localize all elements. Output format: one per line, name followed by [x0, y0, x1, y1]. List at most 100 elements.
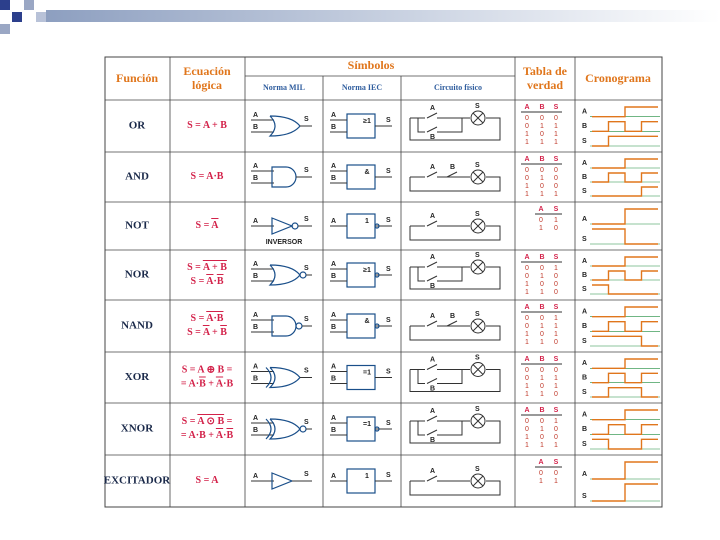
- gate-symbol: [268, 264, 301, 286]
- lamp: [470, 473, 486, 489]
- function-name: NAND: [121, 320, 153, 332]
- equation-part: = A·: [181, 379, 199, 390]
- truth-value: 1: [554, 315, 558, 322]
- truth-value: 0: [554, 273, 558, 280]
- chrono-label: B: [582, 375, 587, 382]
- output-label: S: [304, 316, 309, 323]
- output-label: S: [304, 419, 309, 426]
- truth-header: A: [524, 156, 529, 163]
- input-label: B: [253, 124, 258, 131]
- truth-value: 0: [554, 167, 558, 174]
- truth-value: 1: [554, 217, 558, 224]
- chrono-label: A: [582, 471, 587, 478]
- truth-value: 1: [540, 289, 544, 296]
- truth-value: 0: [540, 383, 544, 390]
- input-label: B: [253, 273, 258, 280]
- chrono-label: S: [582, 493, 587, 500]
- gate-symbol: [268, 418, 301, 440]
- input-label: B: [331, 175, 336, 182]
- truth-header: S: [554, 459, 559, 466]
- chrono-wave: [592, 358, 658, 370]
- truth-header: B: [539, 407, 544, 414]
- equation: S = A ⊙ B =: [182, 416, 233, 427]
- input-label: B: [450, 313, 455, 320]
- equation-part: S =: [187, 262, 203, 273]
- output-label: S: [475, 252, 480, 259]
- input-label: A: [331, 415, 336, 422]
- iec-label: 1: [365, 473, 369, 480]
- truth-header: B: [539, 254, 544, 261]
- truth-value: 0: [554, 115, 558, 122]
- input-label: B: [253, 375, 258, 382]
- truth-value: 0: [554, 281, 558, 288]
- iec-bubble: [374, 426, 380, 432]
- iec-label: ≥1: [363, 118, 371, 125]
- truth-value: 1: [554, 478, 558, 485]
- truth-value: 0: [554, 183, 558, 190]
- lamp: [470, 110, 486, 126]
- lamp: [470, 362, 486, 377]
- truth-value: 0: [540, 367, 544, 374]
- equation-part: A·B: [206, 313, 224, 324]
- truth-value: 0: [525, 375, 529, 382]
- equation: S = A + B: [187, 262, 227, 273]
- output-label: S: [304, 367, 309, 374]
- truth-value: 0: [540, 265, 544, 272]
- truth-value: 0: [554, 470, 558, 477]
- output-label: S: [386, 217, 391, 224]
- truth-value: 1: [554, 375, 558, 382]
- output-label: S: [475, 406, 480, 413]
- equation-part: +: [206, 379, 216, 390]
- iec-label: 1: [365, 218, 369, 225]
- truth-value: 1: [554, 139, 558, 146]
- truth-value: 1: [554, 131, 558, 138]
- equation-part: S = A ⊕ B =: [182, 365, 233, 376]
- equation-part: S =: [196, 220, 212, 231]
- truth-header: S: [554, 156, 559, 163]
- input-label: A: [331, 312, 336, 319]
- header-truth: Tabla de: [523, 64, 568, 78]
- truth-value: 1: [540, 391, 544, 398]
- iec-label: ≥1: [363, 267, 371, 274]
- lamp: [472, 475, 484, 487]
- truth-value: 1: [525, 289, 529, 296]
- chrono-label: S: [582, 389, 587, 396]
- input-label: A: [253, 261, 258, 268]
- truth-value: 1: [554, 418, 558, 425]
- output-label: S: [475, 354, 480, 361]
- truth-header: S: [554, 206, 559, 213]
- lamp: [472, 112, 484, 124]
- truth-value: 0: [540, 115, 544, 122]
- equation-part: =: [224, 416, 233, 427]
- input-label: A: [430, 105, 435, 112]
- chrono-wave: [592, 284, 658, 295]
- truth-value: 0: [540, 434, 544, 441]
- equation: S = A + B: [187, 327, 227, 338]
- input-label: B: [450, 164, 455, 171]
- chrono-label: A: [582, 412, 587, 419]
- function-name: NOR: [125, 269, 151, 281]
- equation-part: B: [217, 276, 224, 287]
- equation: = A·B + A·B: [181, 379, 234, 390]
- input-label: A: [331, 218, 336, 225]
- input-label: A: [331, 163, 336, 170]
- truth-value: 1: [554, 265, 558, 272]
- truth-value: 1: [525, 139, 529, 146]
- equation: S = A: [196, 475, 220, 486]
- output-label: S: [304, 216, 309, 223]
- output-label: S: [475, 162, 480, 169]
- truth-value: 1: [554, 323, 558, 330]
- iec-label: =1: [363, 369, 371, 376]
- truth-value: 0: [525, 367, 529, 374]
- header-symbols: Símbolos: [348, 58, 395, 72]
- circuit-wire: [437, 320, 458, 327]
- input-label: B: [331, 124, 336, 131]
- truth-value: 1: [539, 478, 543, 485]
- input-label: B: [253, 427, 258, 434]
- chrono-wave: [592, 386, 658, 398]
- input-label: B: [331, 324, 336, 331]
- header-truth: verdad: [527, 78, 563, 92]
- lamp: [472, 261, 484, 273]
- chrono-wave: [592, 172, 658, 183]
- truth-value: 1: [540, 426, 544, 433]
